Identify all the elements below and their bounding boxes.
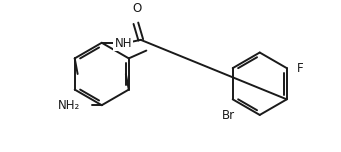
Text: O: O <box>132 2 142 16</box>
Text: NH: NH <box>115 37 132 50</box>
Text: Br: Br <box>222 109 235 122</box>
Text: F: F <box>297 62 303 75</box>
Text: NH₂: NH₂ <box>58 99 80 112</box>
